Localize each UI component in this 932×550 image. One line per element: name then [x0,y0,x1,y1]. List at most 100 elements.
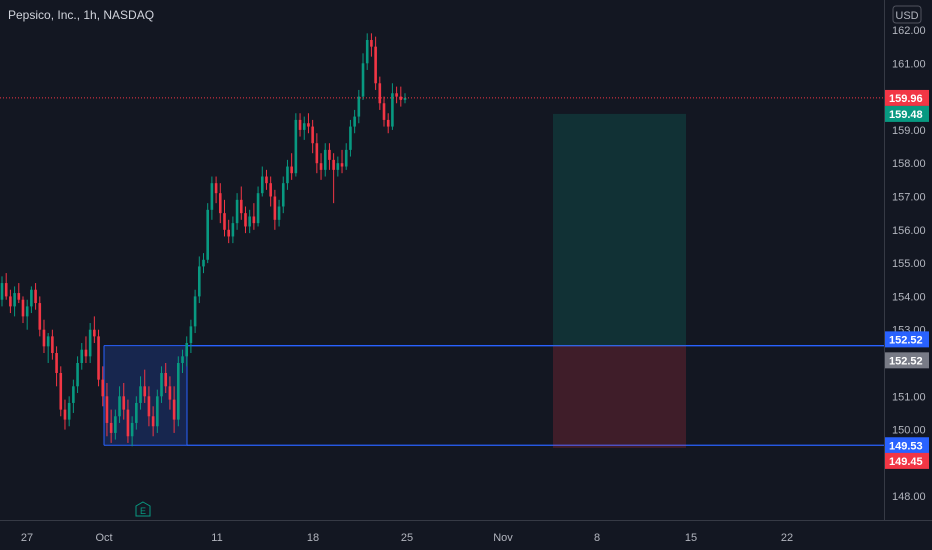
candle-body [80,349,84,363]
candle-body [328,149,331,160]
candle-body [370,39,373,47]
price-tag [885,331,929,348]
candle-body [336,163,340,170]
price-tags: 159.96 159.48 152.52 152.52 149.53 149.45 [885,89,929,469]
candle-body [202,259,205,267]
zones-layer [103,113,884,448]
candle-body [185,343,189,357]
currency-button-frame [892,5,922,24]
candle-body [265,176,268,184]
price-tag [885,89,929,106]
price-tick-label: 154.00 [892,291,926,303]
candle-body [307,123,310,127]
candle-body [286,166,289,184]
candle-body [256,193,260,224]
candle-body [349,126,352,150]
price-tick-label: 151.00 [892,391,926,403]
time-tick-label: Nov [493,532,513,544]
candle-body [51,336,54,354]
candle-body [114,416,117,433]
price-tick-label: 157.00 [892,192,926,204]
candle-body [109,422,113,433]
candle-body [156,396,159,427]
candle-body [357,96,361,117]
profit-zone [553,113,686,346]
candle-body [323,149,327,170]
candle-body [260,176,264,194]
candle-body [97,336,100,380]
candle-body [218,193,222,214]
candle-body [42,329,46,347]
price-tag [885,352,929,369]
price-tag-label: 152.52 [889,334,923,346]
candle-body [269,183,272,197]
candle-body [235,199,239,224]
candle-body [290,166,293,174]
price-tag-label: 159.48 [889,109,923,121]
candle-body [403,97,407,100]
candle-body [59,372,63,410]
price-tick-label: 162.00 [892,25,926,37]
candle-body [63,409,67,420]
time-tick-label: Oct [95,532,112,544]
candle-body [386,119,390,127]
candle-body [239,199,243,214]
candle-body [248,216,251,227]
loss-zone [553,345,686,448]
candle-body [395,93,398,97]
candle-body [168,386,172,400]
candle-body [252,216,256,224]
candle-body [72,386,75,403]
price-tick-label: 159.00 [892,125,926,137]
candle-body [277,206,281,220]
candle-body [311,126,314,144]
candle-body [181,356,184,363]
candle-body [164,372,168,387]
price-tick-label: 155.00 [892,258,926,270]
time-tick-label: 18 [307,532,319,544]
earnings-marker-label: E [140,506,146,516]
candle-body [210,183,214,210]
candle-body [38,303,42,330]
candle-body [214,183,218,194]
candle-body [361,63,365,97]
earnings-marker[interactable]: E [135,501,151,517]
time-axis[interactable]: 27 Oct 11 18 25 Nov 8 15 22 [21,532,793,544]
price-tag [885,437,929,454]
candle-body [46,336,50,347]
candle-body [172,399,176,420]
candle-body [84,349,88,357]
candle-body [147,396,151,417]
candle-body [340,163,344,167]
earnings-icon [135,501,151,517]
candle-body [105,396,109,423]
candle-body [374,46,377,84]
candle-body [143,386,147,397]
currency-button[interactable]: USD [892,5,922,24]
candle-body [391,93,394,127]
price-tag-label: 149.45 [889,456,923,468]
candle-body [382,103,386,120]
candle-body [302,123,306,130]
candle-body [130,422,134,437]
currency-button-label: USD [895,10,918,22]
candle-body [273,196,277,220]
candle-body [9,296,12,307]
candle-body [4,283,8,297]
candle-body [135,402,138,423]
price-tag-label: 159.96 [889,93,923,105]
candle-body [30,289,33,307]
candle-body [189,326,193,344]
candle-body [93,329,96,337]
candle-body [126,409,130,437]
candle-body [281,183,285,207]
candle-body [88,329,92,357]
candle-body [21,299,25,317]
candle-body [198,266,201,297]
candle-body [227,229,230,237]
candle-body [13,293,16,307]
candle-body [25,306,29,317]
price-tag-label: 152.52 [889,355,923,367]
